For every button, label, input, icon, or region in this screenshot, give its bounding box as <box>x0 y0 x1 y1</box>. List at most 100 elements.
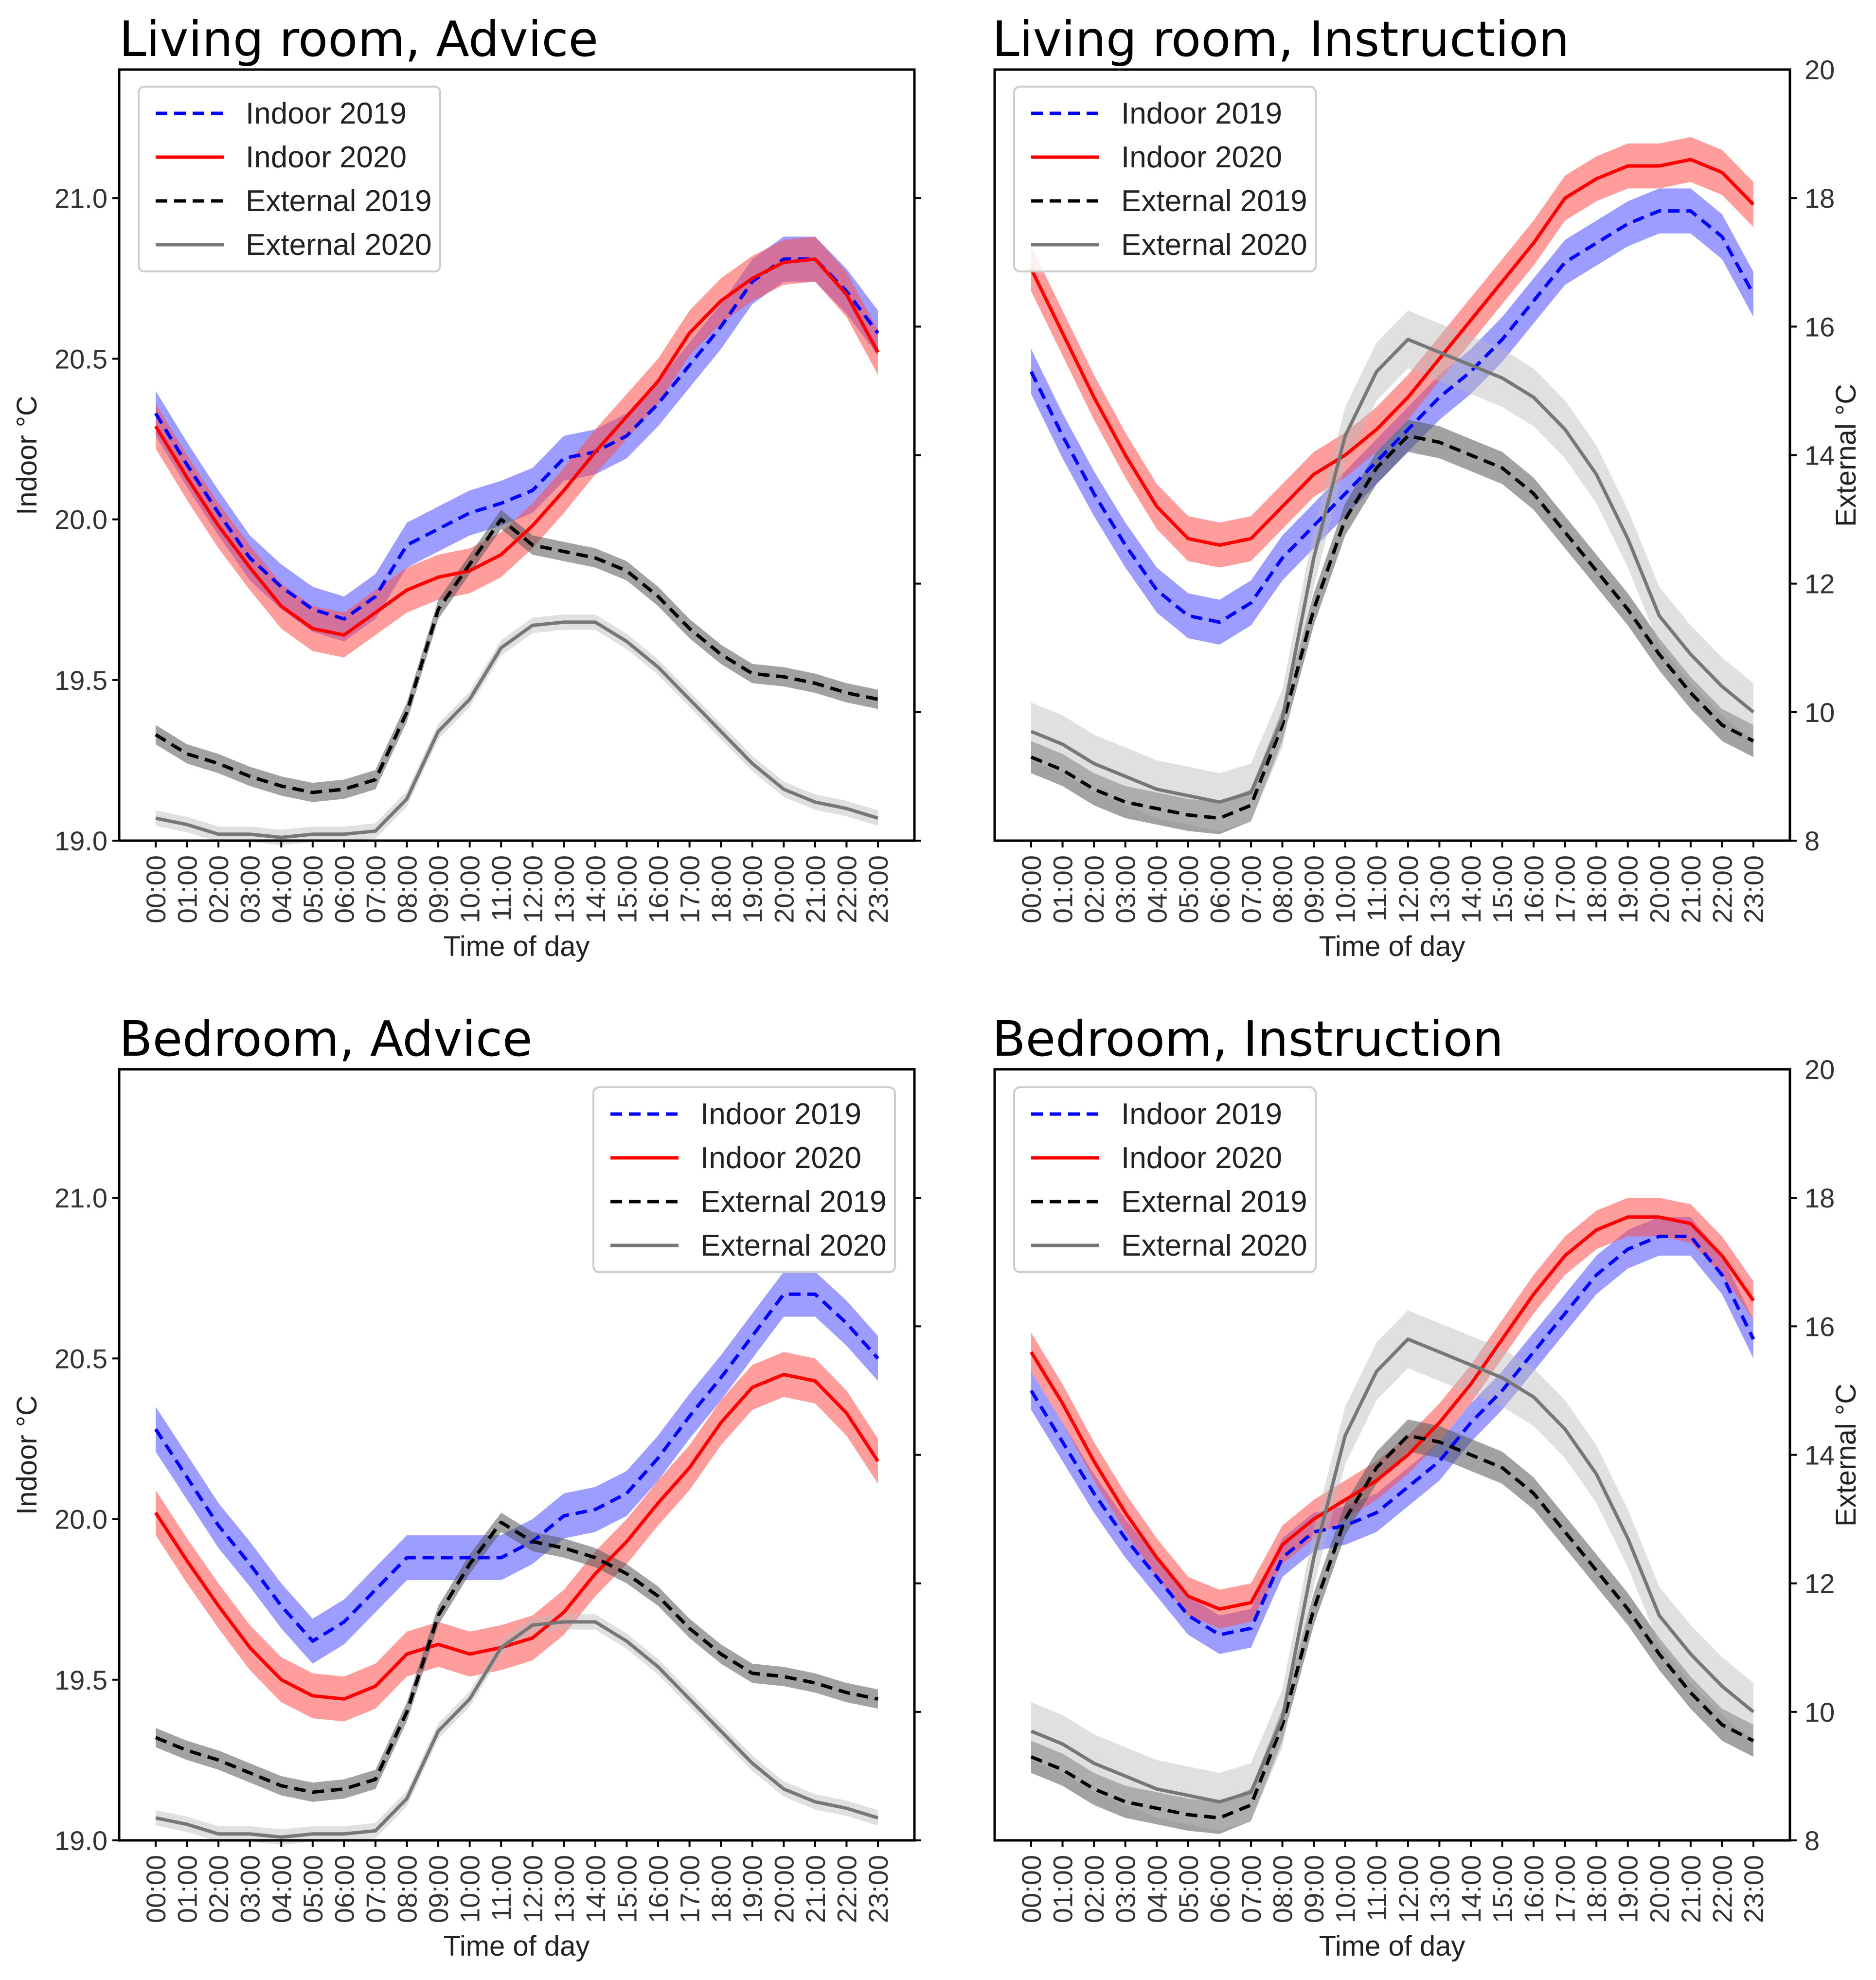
series-line-indoor-2019 <box>154 1292 879 1643</box>
y2-axis-label: External °C <box>1830 1384 1862 1527</box>
x-tick-label: 04:00 <box>1142 1855 1172 1923</box>
x-tick-label: 20:00 <box>768 1855 799 1923</box>
panel-title: Bedroom, Advice <box>119 1010 532 1067</box>
legend-box <box>138 86 441 272</box>
series-line-indoor-2020 <box>1029 158 1755 547</box>
y-tick-label: 21.0 <box>54 183 107 214</box>
x-tick-label: 15:00 <box>1487 1855 1518 1923</box>
panel-bedroom-advice: Bedroom, Advice 19.0 19.5 20.0 20.5 21.0 00:… <box>11 1010 921 1962</box>
x-tick-label: 22:00 <box>1707 855 1737 923</box>
x-tick-label: 02:00 <box>203 1855 234 1923</box>
series-line-external-2020 <box>155 1620 879 1839</box>
series-line-external-2020 <box>155 620 879 839</box>
legend: Indoor 2019 Indoor 2020 External 2019 Exter… <box>1013 86 1317 272</box>
x-tick-label: 16:00 <box>1519 855 1549 923</box>
x-tick-label: 18:00 <box>1581 855 1612 923</box>
legend-label: Indoor 2020 <box>246 141 407 174</box>
legend-box <box>1013 86 1317 272</box>
x-tick-label: 15:00 <box>611 855 642 923</box>
panel-bedroom-instruction: Bedroom, Instruction 8 10 12 14 16 18 20 00:00… <box>992 1010 1862 1962</box>
legend-label: Indoor 2020 <box>1121 141 1282 174</box>
panel-title: Living room, Instruction <box>992 11 1570 68</box>
x-tick-label: 01:00 <box>172 855 203 923</box>
x-tick-label: 06:00 <box>329 1855 359 1923</box>
series-line-indoor-2020 <box>154 1372 879 1701</box>
y2-axis-label: External °C <box>1830 384 1862 527</box>
x-tick-label: 02:00 <box>1079 1855 1109 1923</box>
y2-tick-label: 16 <box>1805 1311 1835 1342</box>
x-tick-label: 12:00 <box>1393 855 1424 923</box>
legend-label: External 2019 <box>700 1185 887 1219</box>
x-tick-label: 07:00 <box>360 1855 391 1923</box>
x-tick-label: 18:00 <box>1581 1855 1612 1923</box>
x-tick-label: 18:00 <box>706 855 736 923</box>
panel-title: Living room, Advice <box>119 11 598 68</box>
legend-label: External 2019 <box>1121 184 1307 218</box>
x-tick-label: 08:00 <box>392 1855 423 1923</box>
confidence-band-indoor-2020 <box>156 236 878 658</box>
x-axis-label: Time of day <box>444 1930 590 1962</box>
x-tick-label: 13:00 <box>549 855 579 923</box>
x-tick-label: 09:00 <box>423 1855 454 1923</box>
y2-tick-label: 18 <box>1805 183 1835 214</box>
x-tick-label: 05:00 <box>298 855 328 923</box>
y-tick-label: 20.5 <box>54 1343 107 1374</box>
legend-label: External 2020 <box>1121 228 1307 262</box>
x-tick-label: 12:00 <box>518 855 548 923</box>
x-tick-label: 00:00 <box>1016 1855 1047 1923</box>
y-tick-label: 20.0 <box>54 504 107 535</box>
y-tick-label: 20.0 <box>54 1504 107 1535</box>
x-tick-label: 04:00 <box>266 1855 297 1923</box>
confidence-band-indoor-2019 <box>156 1272 878 1664</box>
x-tick-label: 21:00 <box>800 1855 831 1923</box>
x-tick-label: 00:00 <box>141 855 171 923</box>
panel-living-room-instruction: Living room, Instruction 8 10 12 14 16 18 20 0… <box>992 11 1862 962</box>
x-tick-label: 10:00 <box>1330 1855 1361 1923</box>
x-tick-label: 17:00 <box>1550 855 1581 923</box>
x-tick-label: 03:00 <box>235 1855 266 1923</box>
x-tick-label: 07:00 <box>1236 855 1267 923</box>
x-tick-label: 14:00 <box>1456 1855 1486 1923</box>
x-tick-label: 10:00 <box>455 1855 485 1923</box>
y2-tick-label: 8 <box>1805 826 1820 856</box>
x-tick-label: 22:00 <box>831 855 862 923</box>
x-tick-label: 14:00 <box>1456 855 1486 923</box>
legend: Indoor 2019 Indoor 2020 External 2019 Exter… <box>138 86 441 272</box>
legend-label: Indoor 2019 <box>1121 97 1282 130</box>
legend-label: Indoor 2019 <box>246 97 407 130</box>
x-tick-label: 08:00 <box>392 855 423 923</box>
y2-tick-label: 10 <box>1805 1697 1835 1728</box>
x-tick-label: 05:00 <box>298 1855 328 1923</box>
confidence-band-indoor-2020 <box>1031 137 1753 568</box>
series-line-indoor-2019 <box>154 257 879 621</box>
y-tick-label: 19.5 <box>54 665 107 696</box>
x-tick-label: 19:00 <box>1613 855 1644 923</box>
x-tick-label: 06:00 <box>1204 1855 1235 1923</box>
x-axis-label: Time of day <box>444 931 590 962</box>
x-tick-label: 14:00 <box>580 1855 611 1923</box>
x-tick-label: 07:00 <box>1236 1855 1267 1923</box>
x-tick-label: 16:00 <box>643 1855 674 1923</box>
x-tick-label: 13:00 <box>1424 1855 1455 1923</box>
series-line-external-2020 <box>1030 1337 1755 1804</box>
series-line-indoor-2019 <box>1030 1234 1755 1637</box>
x-tick-label: 18:00 <box>706 1855 736 1923</box>
x-tick-label: 15:00 <box>611 1855 642 1923</box>
x-tick-label: 05:00 <box>1173 855 1204 923</box>
x-tick-label: 01:00 <box>1048 1855 1078 1923</box>
confidence-band-indoor-2020 <box>156 1352 878 1722</box>
series-line-external-2019 <box>155 518 878 794</box>
y2-tick-label: 20 <box>1805 54 1835 85</box>
x-tick-label: 11:00 <box>1361 1855 1392 1921</box>
x-tick-label: 09:00 <box>1299 855 1329 923</box>
y-tick-label: 19.5 <box>54 1665 107 1695</box>
y2-tick-label: 12 <box>1805 1568 1835 1599</box>
y-axis-label: Indoor °C <box>11 1395 43 1515</box>
x-tick-label: 22:00 <box>831 1855 862 1923</box>
x-tick-label: 17:00 <box>675 1855 705 1923</box>
x-axis-label: Time of day <box>1319 931 1465 962</box>
x-tick-label: 23:00 <box>1738 855 1769 923</box>
legend-label: Indoor 2019 <box>700 1098 861 1131</box>
x-tick-label: 02:00 <box>1079 855 1109 923</box>
